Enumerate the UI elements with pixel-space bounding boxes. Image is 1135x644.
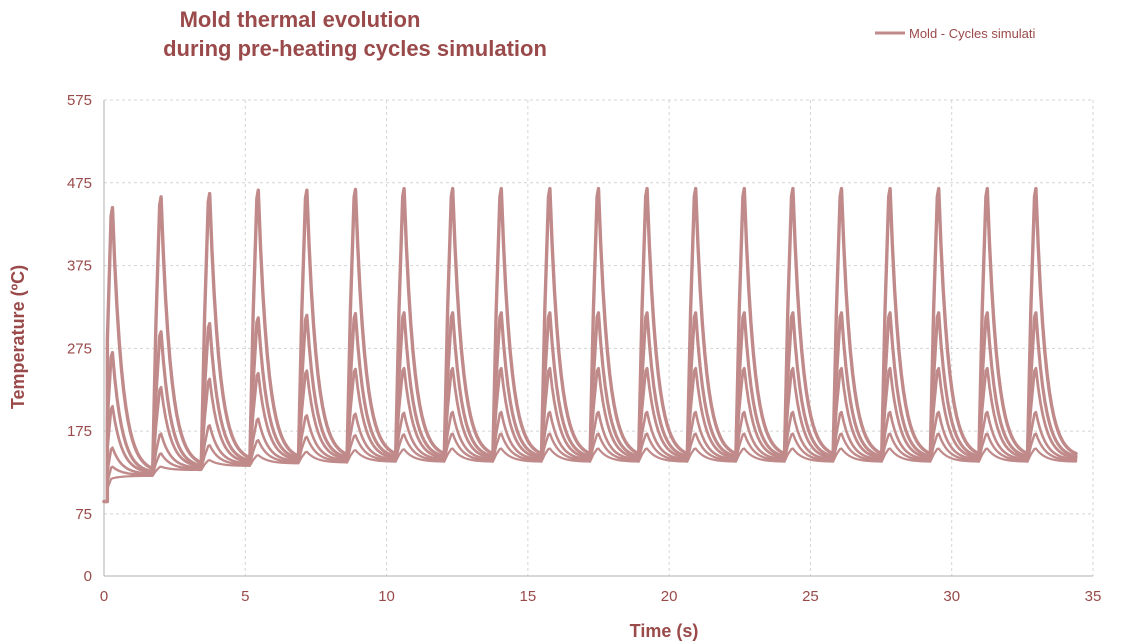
x-tick-label: 0: [100, 588, 108, 605]
series-group: [102, 186, 1078, 504]
y-tick-label: 475: [67, 175, 92, 192]
y-tick-label: 275: [67, 340, 92, 357]
y-tick-label: 75: [75, 506, 92, 523]
y-tick-label: 575: [67, 92, 92, 109]
legend-label: Mold - Cycles simulati: [909, 26, 1036, 41]
x-tick-label: 10: [378, 588, 395, 605]
x-tick-label: 15: [520, 588, 537, 605]
y-tick-label: 0: [84, 568, 92, 585]
chart-title-line-1: Mold thermal evolution: [180, 7, 421, 32]
tick-labels: 0 5 10 15 20 25 30 35 0 75 175 275 375 475 575: [67, 92, 1101, 605]
series-line: [102, 447, 1078, 503]
x-axis-label: Time (s): [630, 621, 699, 641]
x-tick-label: 25: [802, 588, 819, 605]
x-tick-label: 30: [943, 588, 960, 605]
axes: [103, 100, 1093, 577]
x-tick-label: 5: [241, 588, 249, 605]
chart-title-line-2: during pre-heating cycles simulation: [163, 36, 547, 61]
y-tick-label: 175: [67, 423, 92, 440]
y-tick-label: 375: [67, 258, 92, 275]
x-tick-label: 35: [1085, 588, 1102, 605]
legend: Mold - Cycles simulati: [875, 26, 1036, 41]
x-tick-label: 20: [661, 588, 678, 605]
y-axis-label: Temperature (ºC): [8, 265, 28, 409]
